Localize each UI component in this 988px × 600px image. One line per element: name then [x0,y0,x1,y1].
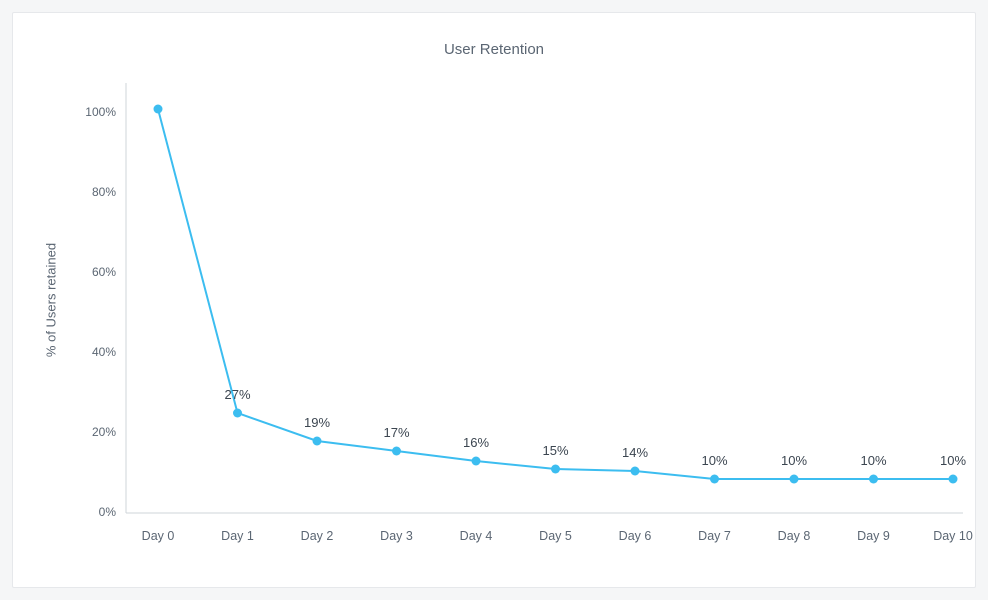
svg-text:20%: 20% [92,425,116,439]
svg-text:Day 3: Day 3 [380,529,413,543]
svg-text:Day 9: Day 9 [857,529,890,543]
svg-text:Day 0: Day 0 [142,529,175,543]
svg-text:Day 7: Day 7 [698,529,731,543]
svg-text:Day 6: Day 6 [619,529,652,543]
svg-text:Day 8: Day 8 [778,529,811,543]
svg-text:17%: 17% [383,425,409,440]
svg-text:15%: 15% [542,443,568,458]
svg-text:27%: 27% [224,387,250,402]
svg-text:10%: 10% [940,453,966,468]
svg-text:10%: 10% [781,453,807,468]
svg-text:10%: 10% [860,453,886,468]
svg-text:Day 10: Day 10 [933,529,973,543]
svg-text:Day 1: Day 1 [221,529,254,543]
svg-text:10%: 10% [701,453,727,468]
svg-text:60%: 60% [92,265,116,279]
svg-text:Day 2: Day 2 [301,529,334,543]
retention-chart-card: User Retention % of Users retained 0%20%… [12,12,976,588]
svg-text:80%: 80% [92,185,116,199]
svg-text:14%: 14% [622,445,648,460]
chart-plot: 0% 20% 40% 60% 80% 100% Day 0 Day 1 Day 2 Day 3 Da… [13,13,977,589]
svg-text:Day 4: Day 4 [460,529,493,543]
svg-text:0%: 0% [99,505,117,519]
svg-text:Day 5: Day 5 [539,529,572,543]
svg-text:19%: 19% [304,415,330,430]
svg-text:40%: 40% [92,345,116,359]
svg-text:100%: 100% [85,105,116,119]
svg-text:16%: 16% [463,435,489,450]
